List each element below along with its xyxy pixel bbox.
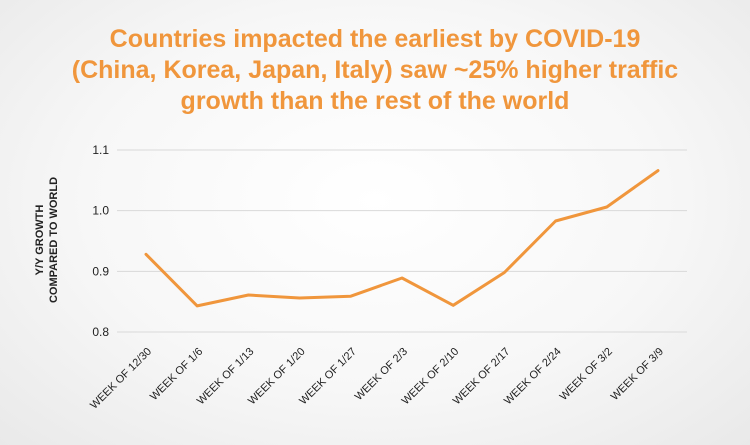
x-tick-label: WEEK OF 1/6 <box>148 346 205 403</box>
title-line-3: growth than the rest of the world <box>180 87 570 115</box>
x-tick-label: WEEK OF 3/2 <box>558 346 615 403</box>
y-axis-label-line-1: Y/Y GROWTH <box>34 205 46 276</box>
y-tick-label: 1.0 <box>92 204 109 218</box>
y-tick-label: 1.1 <box>92 143 109 157</box>
x-tick-label: WEEK OF 3/9 <box>609 346 666 403</box>
y-axis-ticks: 0.8 0.9 1.0 1.1 <box>92 143 109 339</box>
title-line-1: Countries impacted the earliest by COVID… <box>109 25 641 53</box>
y-tick-label: 0.9 <box>92 264 109 278</box>
series-line <box>144 169 660 308</box>
y-tick-label: 0.8 <box>92 325 109 339</box>
x-tick-label: WEEK OF 2/3 <box>353 346 410 403</box>
y-axis-label: Y/Y GROWTH COMPARED TO WORLD <box>34 177 60 303</box>
y-axis-label-line-2: COMPARED TO WORLD <box>48 177 60 303</box>
x-tick-label: WEEK OF 12/30 <box>88 346 154 412</box>
chart-title: Countries impacted the earliest by COVID… <box>30 24 720 117</box>
title-line-2: (China, Korea, Japan, Italy) saw ~25% hi… <box>71 56 679 84</box>
